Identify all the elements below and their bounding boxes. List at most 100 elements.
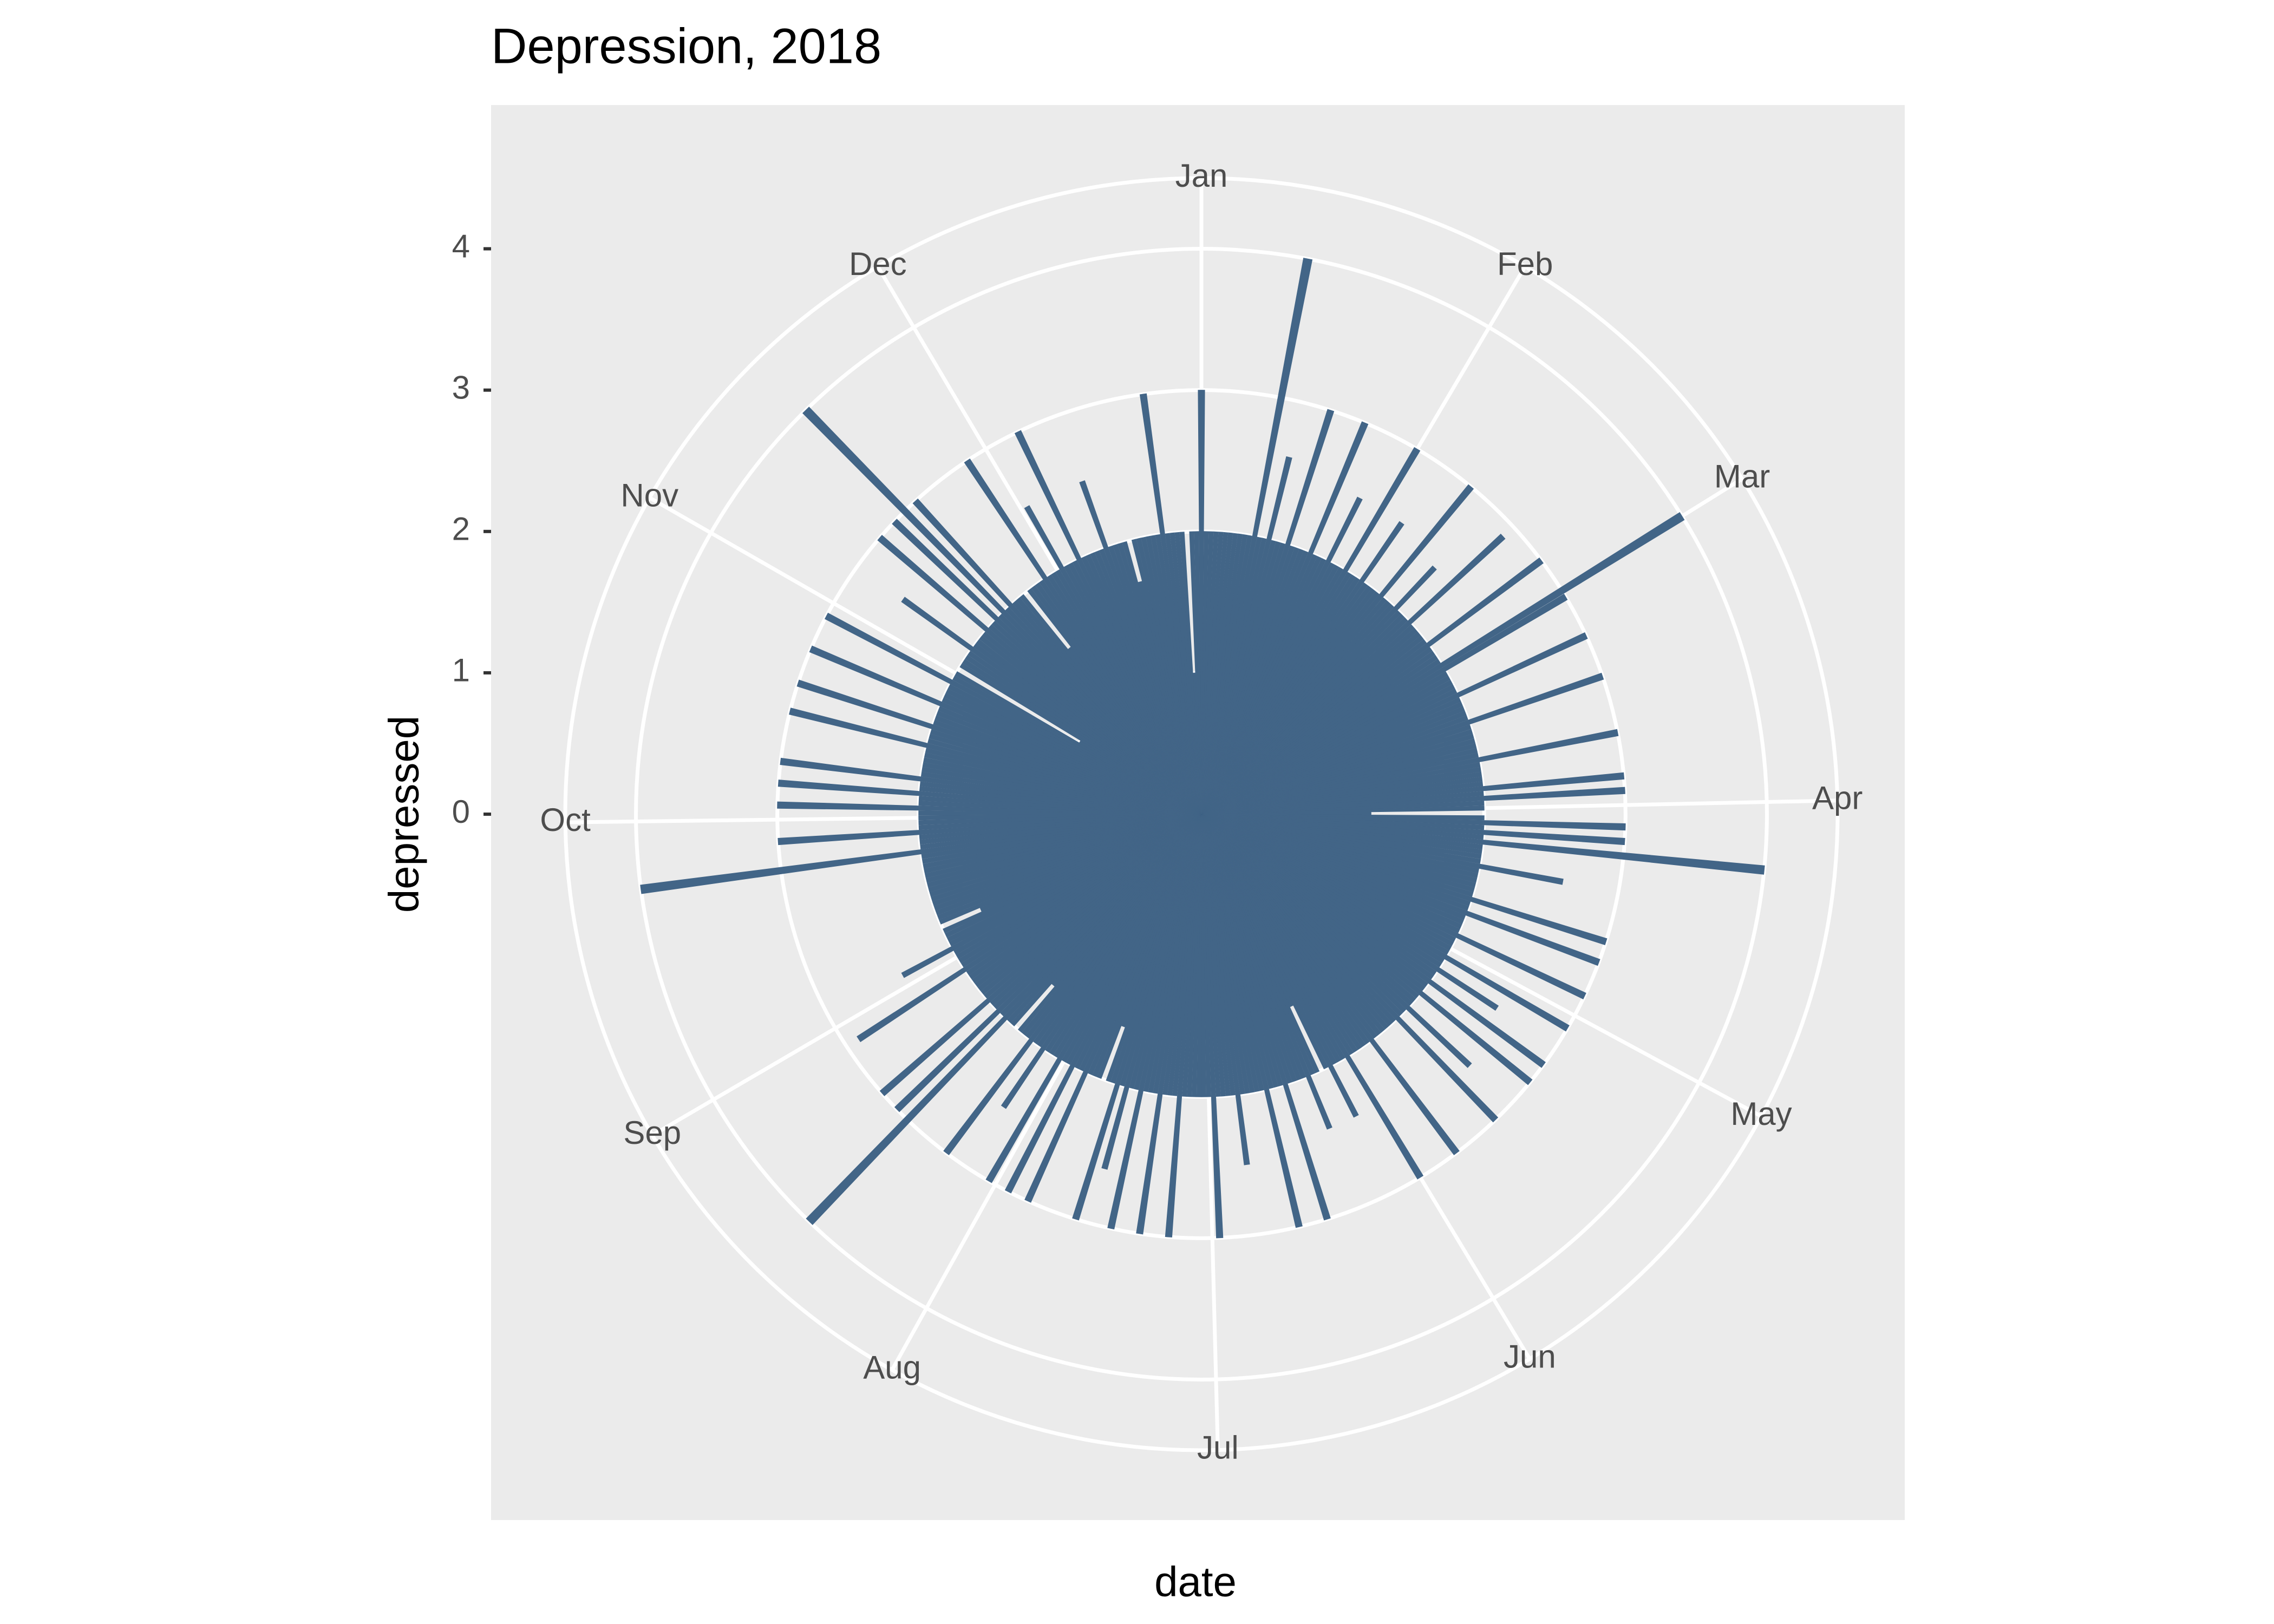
bar xyxy=(1005,607,1202,815)
bar xyxy=(1201,814,1464,925)
bar xyxy=(1201,814,1403,1017)
bar xyxy=(1201,734,1474,815)
bar xyxy=(1072,560,1202,815)
bar xyxy=(901,814,1202,978)
bar xyxy=(943,814,1202,1156)
bar xyxy=(991,620,1202,815)
bar xyxy=(1201,814,1255,1093)
bar xyxy=(956,814,1202,959)
x-tick-label: Jun xyxy=(1504,1338,1556,1374)
y-axis-title: depressed xyxy=(380,716,428,913)
bar xyxy=(1201,814,1600,966)
bar xyxy=(1201,697,1461,815)
bar xyxy=(1024,505,1202,815)
bar xyxy=(1201,554,1318,815)
bar xyxy=(1201,814,1454,947)
bar xyxy=(944,814,1202,938)
bar xyxy=(1174,532,1202,815)
bar xyxy=(1201,814,1424,1180)
bar xyxy=(1201,743,1477,815)
bar xyxy=(933,814,1202,911)
bar xyxy=(985,814,1202,1183)
bar xyxy=(640,814,1202,894)
bar xyxy=(877,535,1202,815)
bar xyxy=(1201,814,1437,976)
bar xyxy=(802,407,1202,815)
bar xyxy=(1039,579,1202,815)
bar xyxy=(1201,814,1236,1096)
bar xyxy=(1021,814,1202,1036)
bar xyxy=(960,814,1202,968)
bar xyxy=(976,639,1202,815)
bar xyxy=(1201,617,1408,815)
bar xyxy=(1201,624,1415,815)
bar xyxy=(1201,814,1426,991)
bar xyxy=(1079,480,1202,815)
bar xyxy=(1020,594,1202,815)
bar xyxy=(1201,814,1358,1053)
bar xyxy=(1189,531,1202,815)
bar xyxy=(1201,814,1250,1094)
bar xyxy=(1139,393,1202,815)
bar xyxy=(1201,814,1332,1130)
bar xyxy=(1201,729,1473,815)
bar xyxy=(1146,535,1202,815)
bar xyxy=(1201,814,1499,1123)
bar xyxy=(1037,814,1202,1047)
bar xyxy=(1201,588,1376,815)
bar xyxy=(857,814,1202,1043)
bar xyxy=(1201,814,1250,1165)
bar xyxy=(1201,729,1619,815)
bar xyxy=(1201,814,1546,1068)
bar xyxy=(1066,814,1202,1065)
bar xyxy=(1025,814,1202,1039)
bar xyxy=(1201,597,1387,815)
bar xyxy=(1061,814,1202,1063)
bar xyxy=(919,814,1202,840)
bar xyxy=(1201,646,1433,815)
bar xyxy=(1201,635,1424,815)
bar xyxy=(1201,738,1475,815)
bar xyxy=(796,679,1202,815)
bar xyxy=(1201,258,1313,815)
bar xyxy=(1117,542,1202,815)
bar xyxy=(1201,567,1344,815)
bar xyxy=(959,663,1202,815)
bar xyxy=(935,814,1202,916)
bar xyxy=(777,814,1202,846)
bar xyxy=(1201,814,1274,1089)
bar xyxy=(1201,814,1366,1047)
bar xyxy=(1201,801,1485,815)
bar xyxy=(1201,582,1368,815)
bar xyxy=(1201,748,1478,815)
bar xyxy=(1201,814,1292,1084)
bar xyxy=(968,651,1202,815)
bar xyxy=(1201,724,1472,815)
labels: 0 1 2 3 4 Jan Feb Mar Apr May Jun Jul Aug Sep Oct Nov De… xyxy=(452,158,1863,1466)
bar xyxy=(1201,814,1416,1003)
bar xyxy=(1201,814,1297,1083)
bar xyxy=(1201,814,1315,1076)
bar xyxy=(1165,533,1202,815)
bar xyxy=(1201,814,1293,1007)
bar xyxy=(1201,814,1320,1073)
bar xyxy=(946,814,1202,942)
bar xyxy=(901,597,1202,815)
bar xyxy=(1201,639,1427,815)
bar xyxy=(809,645,1202,815)
bar xyxy=(1201,565,1437,815)
bar xyxy=(1201,632,1588,815)
bar xyxy=(922,814,1202,864)
bar xyxy=(1201,776,1483,815)
bar xyxy=(953,814,1202,955)
bar xyxy=(1201,814,1331,1221)
bar xyxy=(1201,675,1451,815)
bar xyxy=(945,688,1202,815)
bar xyxy=(931,814,1202,902)
x-tick-label: Oct xyxy=(540,802,591,838)
bar xyxy=(1201,791,1484,815)
x-tick-label: May xyxy=(1730,1096,1792,1132)
bar xyxy=(1201,814,1428,987)
bars xyxy=(640,258,1765,1239)
bar xyxy=(1201,814,1413,1006)
